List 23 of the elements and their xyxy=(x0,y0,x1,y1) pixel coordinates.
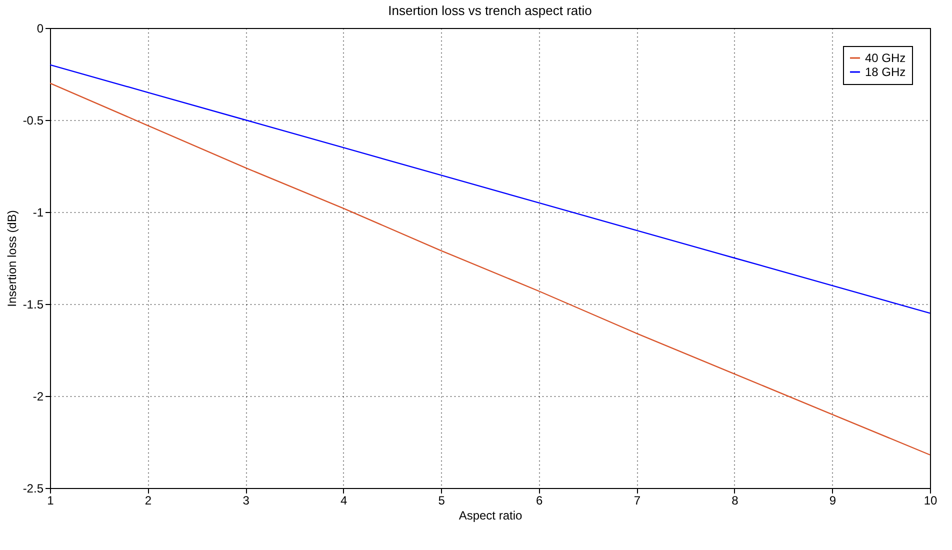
line-series xyxy=(49,82,931,456)
line-series xyxy=(49,64,931,314)
y-tick-label: -2.5 xyxy=(22,482,44,496)
y-tick-label: -1 xyxy=(32,206,44,220)
x-tick-label: 5 xyxy=(438,494,446,508)
legend-label: 18 GHz xyxy=(865,65,906,79)
y-tick-label: 0 xyxy=(36,22,44,36)
x-tick-label: 1 xyxy=(47,494,54,508)
x-tick-label: 7 xyxy=(634,494,641,508)
y-axis-title: Insertion loss (dB) xyxy=(4,210,19,307)
x-tick-label: 3 xyxy=(242,494,250,508)
x-tick-label: 2 xyxy=(144,494,152,508)
x-tick-label: 4 xyxy=(340,494,348,508)
y-tick-label: -0.5 xyxy=(22,114,44,128)
y-tick-label: -2 xyxy=(32,390,44,404)
x-tick-label: 8 xyxy=(732,494,739,508)
chart-title: Insertion loss vs trench aspect ratio xyxy=(388,3,592,18)
legend-label: 40 GHz xyxy=(865,51,906,65)
x-tick-label: 10 xyxy=(924,494,938,508)
x-axis-title: Aspect ratio xyxy=(458,508,522,522)
y-tick-label: -1.5 xyxy=(22,298,44,312)
x-tick-label: 9 xyxy=(829,494,836,508)
x-tick-label: 6 xyxy=(536,494,544,508)
